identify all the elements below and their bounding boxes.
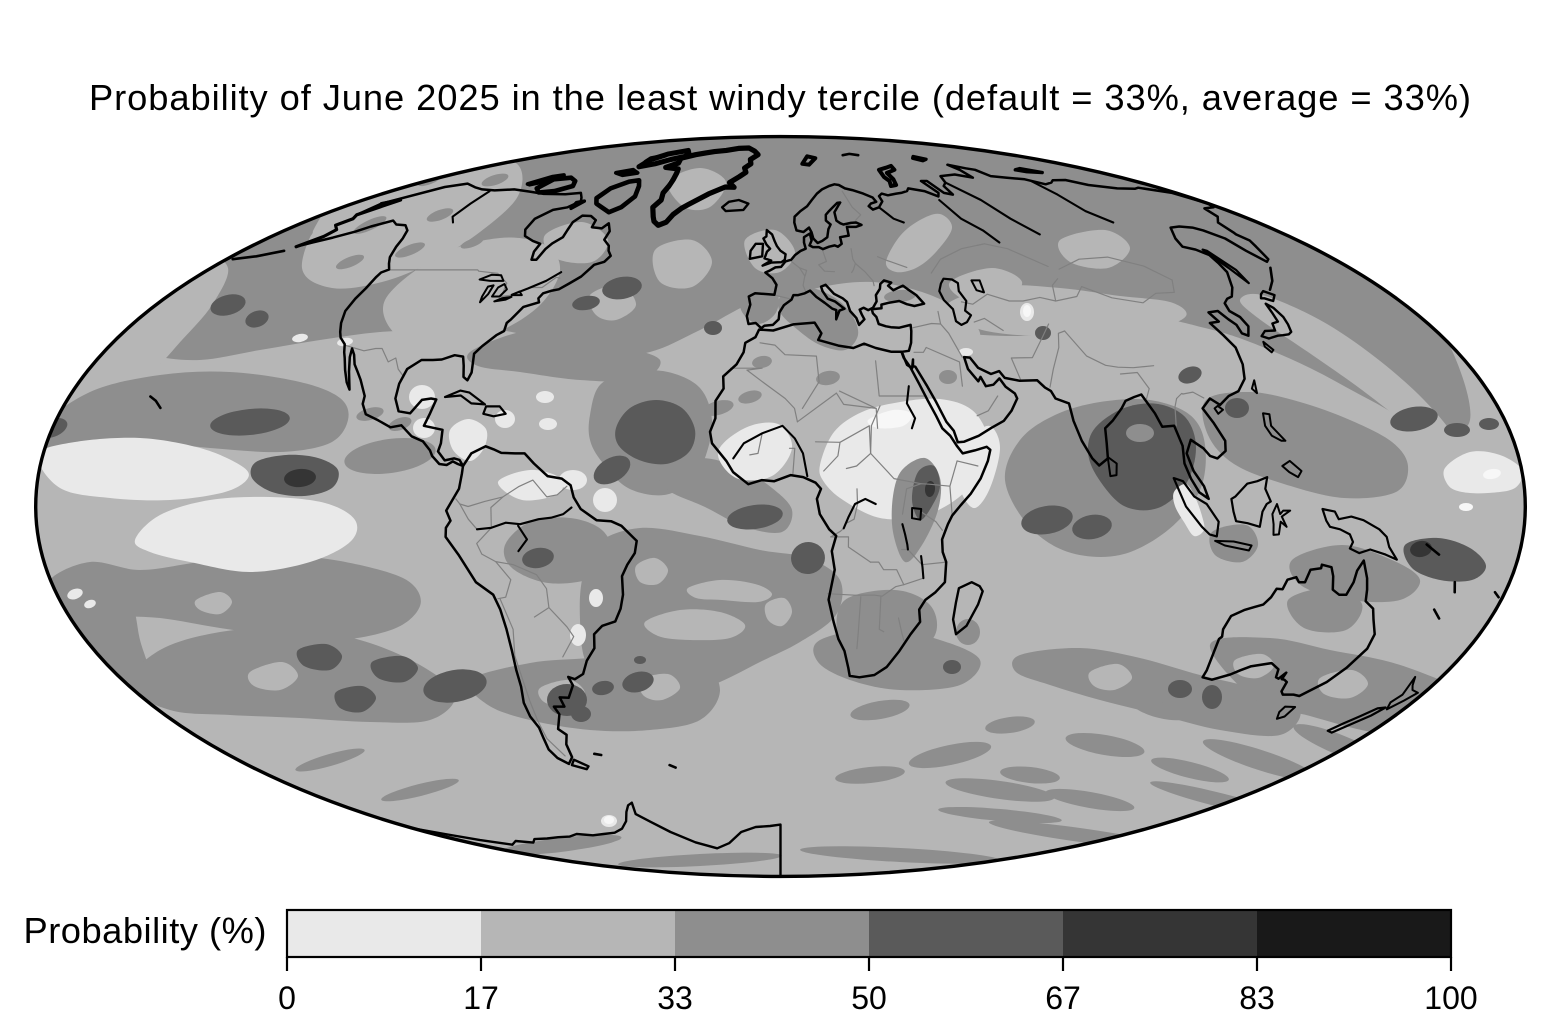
svg-text:67: 67 xyxy=(1045,980,1081,1016)
svg-text:Probability of June 2025 in th: Probability of June 2025 in the least wi… xyxy=(89,77,1472,118)
svg-text:100: 100 xyxy=(1424,980,1477,1016)
svg-text:0: 0 xyxy=(278,980,296,1016)
svg-text:Probability (%): Probability (%) xyxy=(23,910,267,951)
svg-text:17: 17 xyxy=(463,980,499,1016)
svg-text:33: 33 xyxy=(657,980,693,1016)
svg-text:50: 50 xyxy=(851,980,887,1016)
svg-text:83: 83 xyxy=(1239,980,1275,1016)
